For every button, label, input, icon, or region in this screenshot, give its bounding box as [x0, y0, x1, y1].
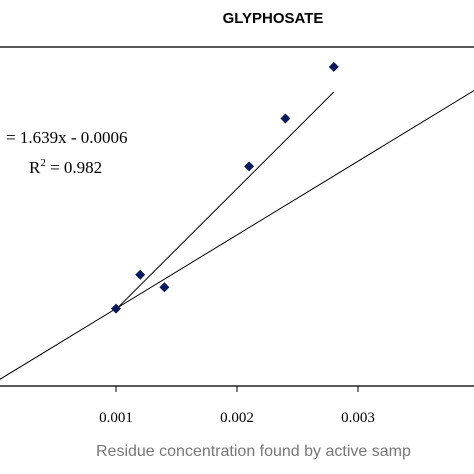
data-point	[328, 61, 339, 72]
plot-frame	[0, 46, 474, 387]
data-point	[135, 269, 146, 280]
r-squared-label: R2 = 0.982	[29, 157, 102, 177]
regression-equation: = 1.639x - 0.0006	[6, 128, 128, 147]
chart-title: GLYPHOSATE	[223, 10, 324, 27]
fit-line	[115, 91, 335, 310]
r-squared-value: = 0.982	[46, 158, 102, 177]
x-axis-title: Residue concentration found by active sa…	[96, 443, 411, 460]
x-axis-ticks: 0.001 0.002 0.003	[99, 386, 375, 426]
data-point	[244, 161, 255, 172]
r-squared-symbol: R	[29, 158, 41, 177]
data-point	[159, 282, 170, 293]
plot-area	[0, 46, 474, 387]
data-markers	[111, 61, 339, 314]
x-tick-label: 0.002	[220, 410, 254, 426]
x-tick-label: 0.001	[99, 410, 133, 426]
data-point	[280, 113, 291, 124]
r-squared-superscript: 2	[40, 157, 46, 169]
x-tick-label: 0.003	[341, 410, 375, 426]
reference-line	[0, 89, 474, 380]
data-point	[111, 303, 121, 314]
